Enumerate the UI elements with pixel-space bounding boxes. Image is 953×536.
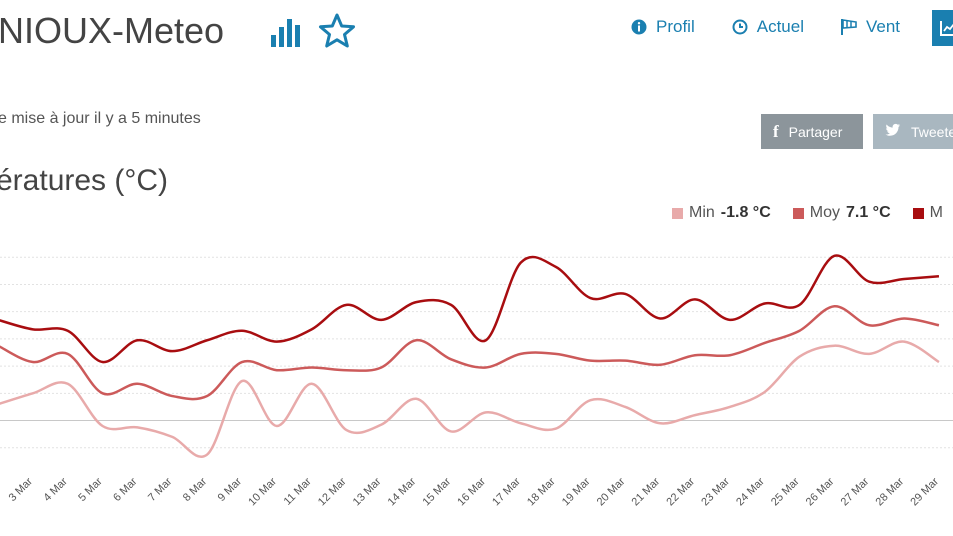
info-icon (630, 18, 648, 36)
site-title: NIOUX-Meteo (0, 10, 225, 51)
title-icons (270, 12, 356, 55)
star-icon[interactable] (318, 12, 356, 55)
x-tick-label: 6 Mar (111, 475, 140, 504)
legend-max-swatch (912, 207, 924, 219)
x-tick-label: 8 Mar (181, 475, 210, 504)
chart-icon (940, 20, 953, 41)
x-tick-label: 7 Mar (146, 475, 175, 504)
x-tick-label: 3 Mar (7, 475, 36, 504)
top-nav: Profil Actuel Vent (630, 16, 936, 38)
windsock-icon (840, 18, 858, 36)
x-tick-label: 17 Mar (490, 475, 523, 508)
legend-min-label: Min (689, 204, 715, 221)
nav-actuel-label: Actuel (756, 17, 804, 36)
chart-title: ératures (°C) (0, 164, 169, 197)
legend-min-value: -1.8 °C (720, 204, 771, 221)
facebook-share-button[interactable]: f Partager (761, 114, 863, 149)
x-tick-label: 12 Mar (316, 475, 349, 508)
x-tick-label: 21 Mar (630, 475, 663, 508)
series-line-max (0, 254, 940, 364)
clock-icon (731, 18, 749, 36)
legend-moy-label: Moy (809, 204, 840, 221)
facebook-icon: f (773, 121, 779, 141)
x-tick-label: 20 Mar (595, 475, 628, 508)
twitter-share-button[interactable]: Tweete (873, 114, 953, 149)
series-line-min (0, 340, 940, 458)
chart-legend: Min -1.8 °C Moy 7.1 °C M (672, 204, 943, 222)
x-tick-label: 18 Mar (525, 475, 558, 508)
x-tick-label: 14 Mar (386, 475, 419, 508)
legend-min[interactable]: Min -1.8 °C (672, 204, 771, 222)
x-tick-label: 11 Mar (282, 475, 314, 507)
legend-max-label: M (929, 204, 943, 221)
x-tick-label: 10 Mar (246, 475, 279, 508)
x-tick-label: 24 Mar (734, 475, 767, 508)
x-tick-label: 9 Mar (216, 475, 245, 504)
legend-max[interactable]: M (912, 204, 943, 222)
x-tick-label: 27 Mar (839, 475, 872, 508)
nav-profil-label: Profil (656, 17, 695, 36)
x-tick-label: 16 Mar (455, 475, 488, 508)
last-update-text: e mise à jour il y a 5 minutes (0, 110, 201, 127)
legend-moy-swatch (792, 207, 804, 219)
twitter-share-label: Tweete (911, 123, 953, 140)
x-tick-label: 15 Mar (420, 475, 453, 508)
facebook-share-label: Partager (788, 123, 843, 140)
x-tick-label: 28 Mar (874, 475, 907, 508)
legend-moy-value: 7.1 °C (845, 204, 891, 221)
series-line-moy (0, 304, 940, 401)
legend-min-swatch (672, 207, 683, 219)
x-tick-label: 25 Mar (769, 475, 802, 508)
nav-vent[interactable]: Vent (840, 16, 900, 38)
x-tick-label: 23 Mar (699, 475, 732, 508)
bar-chart-icon[interactable] (270, 13, 304, 54)
x-tick-label: 4 Mar (41, 475, 70, 504)
nav-profil[interactable]: Profil (630, 16, 695, 38)
nav-actuel[interactable]: Actuel (731, 16, 804, 38)
x-tick-label: 5 Mar (76, 475, 105, 504)
x-tick-label: 26 Mar (804, 475, 837, 508)
x-tick-label: 29 Mar (908, 475, 941, 508)
legend-moy[interactable]: Moy 7.1 °C (792, 204, 891, 222)
x-tick-label: 19 Mar (560, 475, 593, 508)
x-tick-label: 13 Mar (351, 475, 384, 508)
nav-vent-label: Vent (865, 17, 901, 36)
twitter-icon (885, 123, 901, 140)
nav-graphiques-active[interactable] (932, 10, 953, 46)
x-tick-label: 22 Mar (664, 475, 697, 508)
